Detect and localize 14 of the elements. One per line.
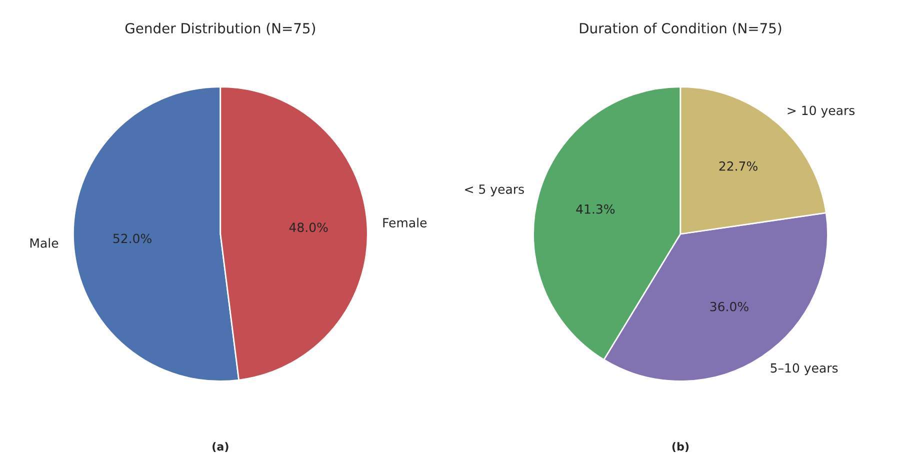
slice-label: > 10 years [788, 106, 855, 118]
data-label: 48.0% [289, 222, 328, 232]
slice-label: Male [30, 238, 58, 248]
data-label: 36.0% [710, 302, 748, 312]
slice-label: 5–10 years [770, 363, 838, 376]
data-label: 22.7% [719, 161, 758, 171]
data-label: 41.3% [576, 204, 615, 214]
data-label: 52.0% [113, 234, 152, 244]
slice-label: < 5 years [465, 184, 524, 196]
chart-title: Duration of Condition (N=75) [580, 22, 782, 36]
text: (b) [672, 442, 689, 452]
chart-title: Gender Distribution (N=75) [125, 22, 316, 36]
text: (a) [212, 442, 228, 452]
slice-label: Female [383, 218, 427, 228]
